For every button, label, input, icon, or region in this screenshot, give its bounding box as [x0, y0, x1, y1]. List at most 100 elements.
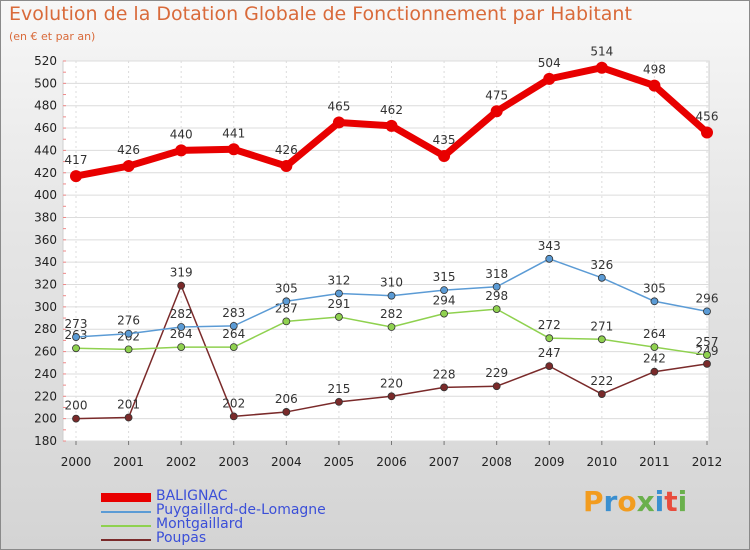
y-tick-label: 420: [34, 166, 57, 180]
data-point: [703, 359, 711, 368]
data-label: 247: [538, 346, 561, 360]
data-point: [335, 313, 343, 321]
y-tick-label: 300: [34, 300, 57, 314]
data-label: 229: [485, 366, 508, 380]
data-point: [545, 334, 554, 343]
chart-subtitle: (en € et par an): [9, 30, 96, 43]
data-point: [229, 412, 238, 421]
y-tick-label: 220: [34, 389, 57, 403]
x-tick-label: 2002: [166, 455, 197, 469]
data-label: 426: [275, 143, 298, 157]
data-label: 310: [380, 276, 403, 290]
brand-letter: o: [617, 485, 637, 518]
y-tick-label: 400: [34, 188, 57, 202]
data-label: 257: [696, 335, 719, 349]
data-point: [492, 282, 501, 291]
data-label: 220: [380, 376, 403, 390]
data-point: [175, 144, 188, 157]
x-tick-label: 2000: [61, 455, 92, 469]
data-point: [440, 286, 448, 295]
x-tick-label: 2003: [218, 455, 249, 469]
data-label: 271: [590, 319, 613, 333]
data-label: 417: [65, 153, 88, 167]
data-point: [177, 281, 186, 290]
y-tick-label: 260: [34, 345, 57, 359]
data-label: 475: [485, 88, 508, 102]
data-point: [701, 126, 713, 139]
data-label: 426: [117, 143, 140, 157]
data-label: 201: [117, 398, 140, 412]
data-point: [124, 329, 133, 338]
data-point: [440, 383, 448, 392]
data-point: [597, 335, 606, 344]
x-tick-label: 2009: [534, 455, 565, 469]
data-point: [282, 297, 291, 306]
data-label: 298: [485, 289, 508, 303]
data-point: [650, 367, 659, 376]
x-tick-label: 2012: [692, 455, 723, 469]
data-label: 202: [222, 396, 245, 410]
x-tick-label: 2004: [271, 455, 302, 469]
data-point: [703, 307, 711, 316]
data-point: [648, 79, 661, 92]
data-point: [177, 323, 186, 331]
brand-letter: i: [654, 485, 665, 518]
data-label: 242: [643, 352, 666, 366]
chart-title: Evolution de la Dotation Globale de Fonc…: [9, 3, 632, 25]
brand-letter: r: [603, 485, 618, 518]
data-label: 291: [327, 297, 350, 311]
data-point: [335, 289, 343, 298]
y-tick-label: 500: [34, 76, 57, 90]
data-label: 305: [275, 281, 298, 295]
data-label: 294: [433, 294, 456, 308]
x-tick-label: 2011: [639, 455, 670, 469]
y-tick-label: 360: [34, 233, 57, 247]
legend-label: BALIGNAC: [156, 488, 228, 504]
y-tick-label: 200: [34, 412, 57, 426]
data-point: [597, 390, 606, 398]
data-point: [280, 160, 293, 173]
data-point: [492, 382, 501, 391]
data-point: [545, 362, 554, 371]
data-point: [703, 351, 711, 359]
data-label: 287: [275, 301, 298, 315]
y-tick-label: 280: [34, 322, 57, 336]
legend-label: Puygaillard-de-Lomagne: [156, 502, 326, 518]
data-point: [332, 116, 345, 129]
data-label: 200: [65, 399, 88, 413]
data-point: [335, 397, 343, 406]
data-label: 318: [485, 267, 508, 281]
data-label: 315: [433, 270, 456, 284]
data-point: [650, 343, 659, 352]
data-label: 282: [380, 307, 403, 321]
data-label: 228: [433, 367, 456, 381]
y-tick-label: 440: [34, 143, 57, 157]
data-label: 276: [117, 314, 140, 328]
data-label: 264: [643, 327, 666, 341]
y-tick-label: 240: [34, 367, 57, 381]
data-label: 264: [222, 327, 245, 341]
data-point: [387, 323, 396, 331]
x-tick-label: 2008: [481, 455, 512, 469]
data-label: 296: [696, 291, 719, 305]
data-point: [72, 333, 80, 341]
data-point: [438, 150, 451, 162]
legend-swatch: [101, 511, 151, 513]
data-label: 441: [222, 126, 245, 140]
data-label: 326: [590, 258, 613, 272]
data-label: 264: [170, 327, 193, 341]
brand-letter: P: [583, 485, 604, 518]
legend-swatch: [101, 525, 151, 527]
data-label: 498: [643, 63, 666, 77]
data-point: [124, 413, 133, 422]
x-tick-label: 2001: [113, 455, 144, 469]
data-point: [597, 273, 606, 282]
data-point: [490, 105, 503, 118]
data-point: [177, 343, 186, 352]
data-label: 319: [170, 266, 193, 280]
data-label: 504: [538, 56, 561, 70]
data-point: [492, 305, 501, 314]
y-tick-label: 480: [34, 99, 57, 113]
